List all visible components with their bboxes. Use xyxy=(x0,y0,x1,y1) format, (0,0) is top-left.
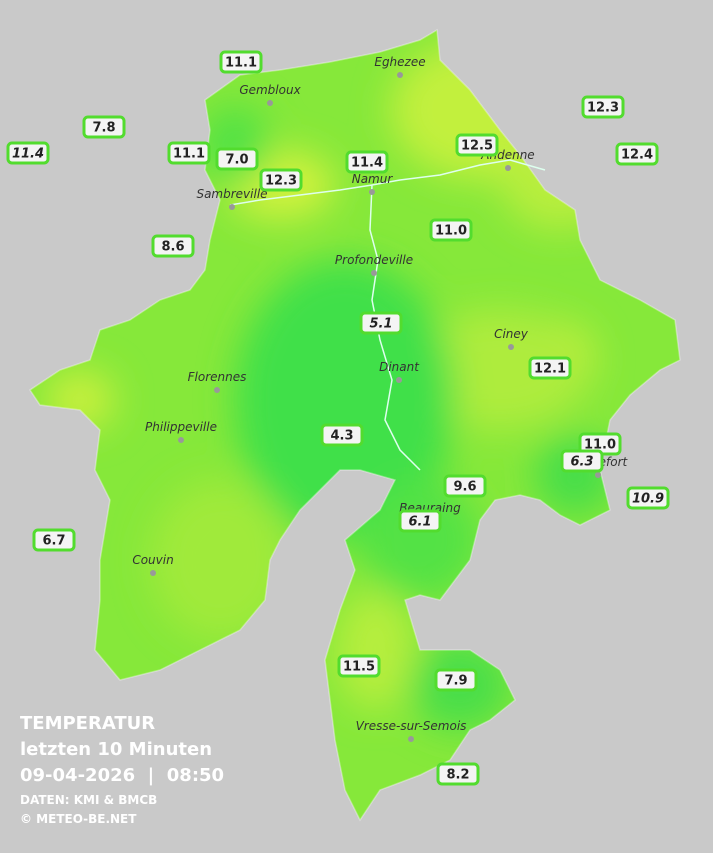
city-label: Sambreville xyxy=(196,187,267,201)
city-label: Ciney xyxy=(494,327,529,341)
city-dot xyxy=(505,165,511,171)
station-box xyxy=(337,654,381,678)
city-label: Gembloux xyxy=(239,83,301,97)
station-value: 12.3 xyxy=(587,101,619,116)
station-box xyxy=(626,486,670,510)
station-box xyxy=(560,449,604,473)
station-value: 11.4 xyxy=(351,156,383,171)
cities: EghezeeGemblouxAndenneNamurSambrevillePr… xyxy=(132,55,629,742)
station-box xyxy=(167,141,211,165)
station-value: 12.4 xyxy=(621,148,653,163)
station-box xyxy=(434,668,478,692)
station-box xyxy=(429,218,473,242)
title-line: TEMPERATUR xyxy=(20,713,155,734)
station-value: 11.0 xyxy=(584,438,616,453)
city-dot xyxy=(369,189,375,195)
station-value: 6.1 xyxy=(408,515,431,530)
city-dot xyxy=(371,270,377,276)
title-line: letzten 10 Minuten xyxy=(20,739,212,760)
station-value: 12.1 xyxy=(534,362,566,377)
station-box xyxy=(82,115,126,139)
city-dot xyxy=(178,437,184,443)
station-value: 12.3 xyxy=(265,174,297,189)
title-line: 09-04-2026 | 08:50 xyxy=(20,765,224,786)
stations: 11.1 7.8 11.4 11.1 7.0 12.3 11.4 12.5 12.3 12.4 8.… xyxy=(6,50,670,786)
station-value: 7.8 xyxy=(92,121,115,136)
station-value: 11.4 xyxy=(12,147,44,162)
city-dot xyxy=(508,344,514,350)
station-value: 7.0 xyxy=(225,153,248,168)
river xyxy=(229,159,546,471)
city-label: Couvin xyxy=(132,553,173,567)
station-box xyxy=(215,147,259,171)
station-box xyxy=(528,356,572,380)
station-value: 4.3 xyxy=(330,429,353,444)
station-value: 9.6 xyxy=(453,480,476,495)
city-dot xyxy=(397,72,403,78)
station-value: 11.0 xyxy=(435,224,467,239)
station-value: 7.9 xyxy=(444,674,467,689)
city-label: Philippeville xyxy=(145,420,217,434)
station-value: 6.7 xyxy=(42,534,65,549)
city-dot xyxy=(595,472,601,478)
station-value: 8.2 xyxy=(446,768,469,783)
station-box xyxy=(359,311,403,335)
station-value: 6.3 xyxy=(570,455,593,470)
station-value: 11.5 xyxy=(343,660,375,675)
city-dot xyxy=(229,204,235,210)
station-box xyxy=(32,528,76,552)
station-value: 11.1 xyxy=(173,147,205,162)
station-box xyxy=(443,474,487,498)
station-box xyxy=(6,141,50,165)
city-label: Dinant xyxy=(379,360,420,374)
city-label: Vresse-sur-Semois xyxy=(356,719,467,733)
station-box xyxy=(398,509,442,533)
station-value: 11.1 xyxy=(225,56,257,71)
station-box xyxy=(581,95,625,119)
city-label: Profondeville xyxy=(335,253,413,267)
city-dot xyxy=(408,736,414,742)
city-dot xyxy=(214,387,220,393)
station-box xyxy=(259,168,303,192)
station-value: 8.6 xyxy=(161,240,184,255)
station-box xyxy=(151,234,195,258)
station-value: 10.9 xyxy=(632,492,664,507)
station-value: 12.5 xyxy=(461,139,493,154)
source: DATEN: KMI & BMCB xyxy=(20,793,157,807)
station-box xyxy=(345,150,389,174)
city-dot xyxy=(267,100,273,106)
station-box xyxy=(320,423,364,447)
city-dot xyxy=(396,377,402,383)
station-box xyxy=(455,133,499,157)
station-box xyxy=(436,762,480,786)
station-box xyxy=(219,50,263,74)
station-box xyxy=(615,142,659,166)
station-value: 5.1 xyxy=(369,317,392,332)
city-label: Eghezee xyxy=(374,55,425,69)
city-label: Florennes xyxy=(188,370,247,384)
city-dot xyxy=(150,570,156,576)
city-label: Namur xyxy=(352,172,394,186)
copyright: © METEO-BE.NET xyxy=(20,812,137,826)
